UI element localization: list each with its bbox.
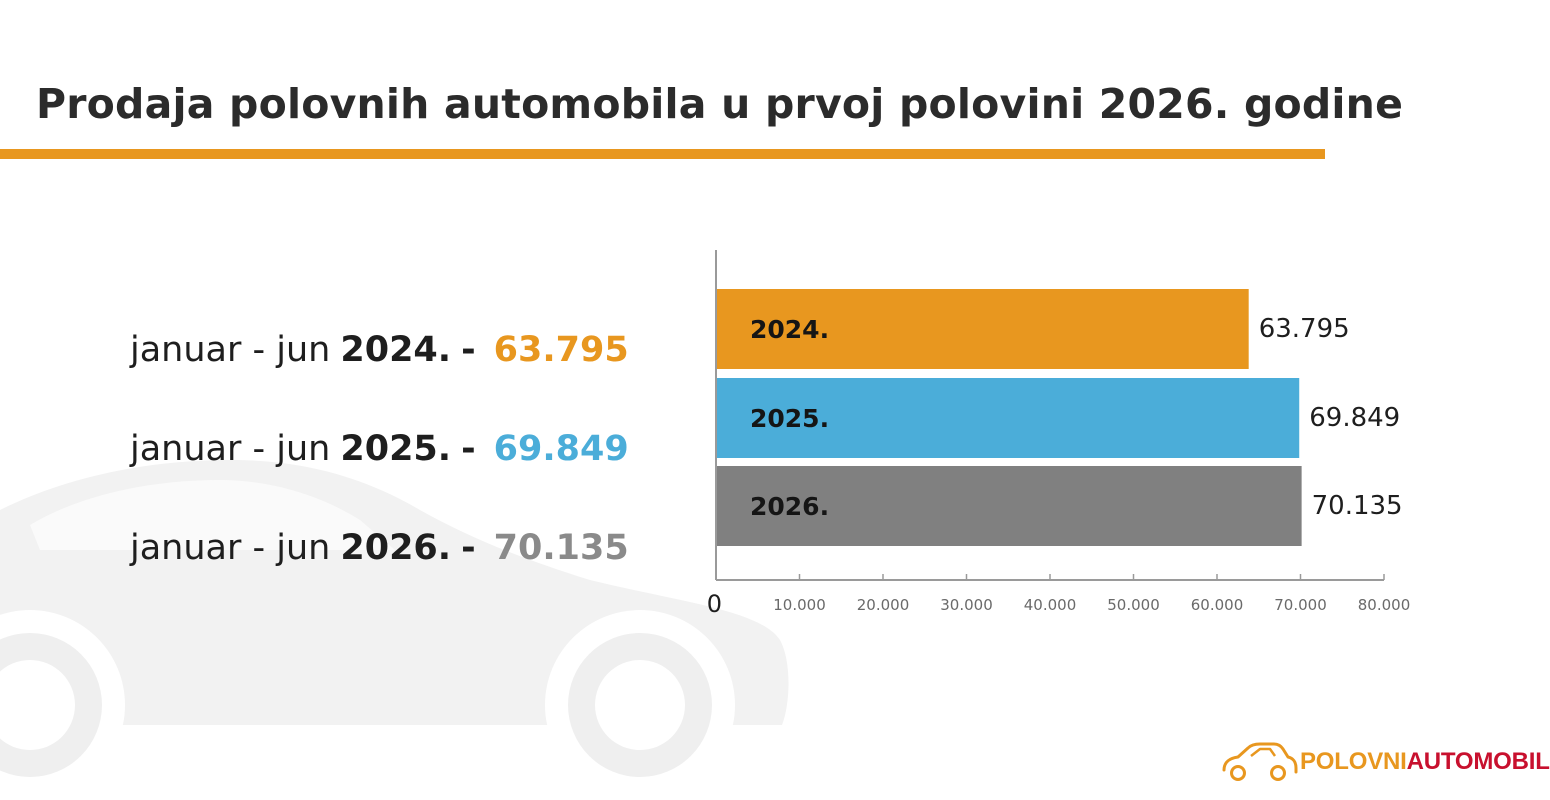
summary-value: 63.795 [493, 329, 629, 370]
x-tick-label: 20.000 [857, 596, 910, 614]
page-title: Prodaja polovnih automobila u prvoj polo… [36, 80, 1404, 128]
summary-dash: - [461, 527, 476, 568]
bar-value-label: 69.849 [1309, 403, 1400, 433]
summary-dash: - [461, 428, 476, 469]
summary-row-2024: januar - jun 2024. - 63.795 [130, 300, 650, 399]
x-tick-label: 30.000 [940, 596, 993, 614]
bar-category-label: 2024. [750, 315, 829, 344]
car-silhouette-background [0, 460, 789, 800]
bar-category-label: 2026. [750, 492, 829, 521]
x-tick-label: 70.000 [1274, 596, 1327, 614]
summary-year: 2025. [340, 428, 452, 469]
x-tick-label: 0 [707, 590, 722, 618]
summary-value: 69.849 [493, 428, 629, 469]
car-logo-icon [1222, 742, 1298, 781]
polovniautomobili-logo: POLOVNIAUTOMOBILI [1220, 740, 1550, 784]
title-underline [0, 149, 1325, 159]
logo-text-automobili: AUTOMOBILI [1406, 748, 1550, 775]
summary-period: januar - jun [130, 428, 331, 469]
summary-row-2026: januar - jun 2026. - 70.135 [130, 498, 650, 597]
x-tick-label: 40.000 [1024, 596, 1077, 614]
bar-category-label: 2025. [750, 404, 829, 433]
summary-dash: - [461, 329, 476, 370]
bar-value-label: 63.795 [1259, 314, 1350, 344]
logo-text-polovni: POLOVNI [1300, 748, 1407, 775]
summary-value: 70.135 [493, 527, 629, 568]
x-tick-label: 80.000 [1358, 596, 1411, 614]
summary-row-2025: januar - jun 2025. - 69.849 [130, 399, 650, 498]
bar [717, 378, 1300, 458]
bar-value-label: 70.135 [1312, 491, 1403, 521]
bar [717, 289, 1249, 369]
logo-text: POLOVNIAUTOMOBILI [1300, 748, 1550, 776]
x-tick-label: 50.000 [1107, 596, 1160, 614]
x-tick-label: 10.000 [773, 596, 826, 614]
x-tick-label: 60.000 [1191, 596, 1244, 614]
summary-year: 2024. [340, 329, 452, 370]
summary-period: januar - jun [130, 527, 331, 568]
summary-year: 2026. [340, 527, 452, 568]
summary-period: januar - jun [130, 329, 331, 370]
summary-list: januar - jun 2024. - 63.795 januar - jun… [130, 300, 650, 597]
bar [717, 466, 1302, 546]
